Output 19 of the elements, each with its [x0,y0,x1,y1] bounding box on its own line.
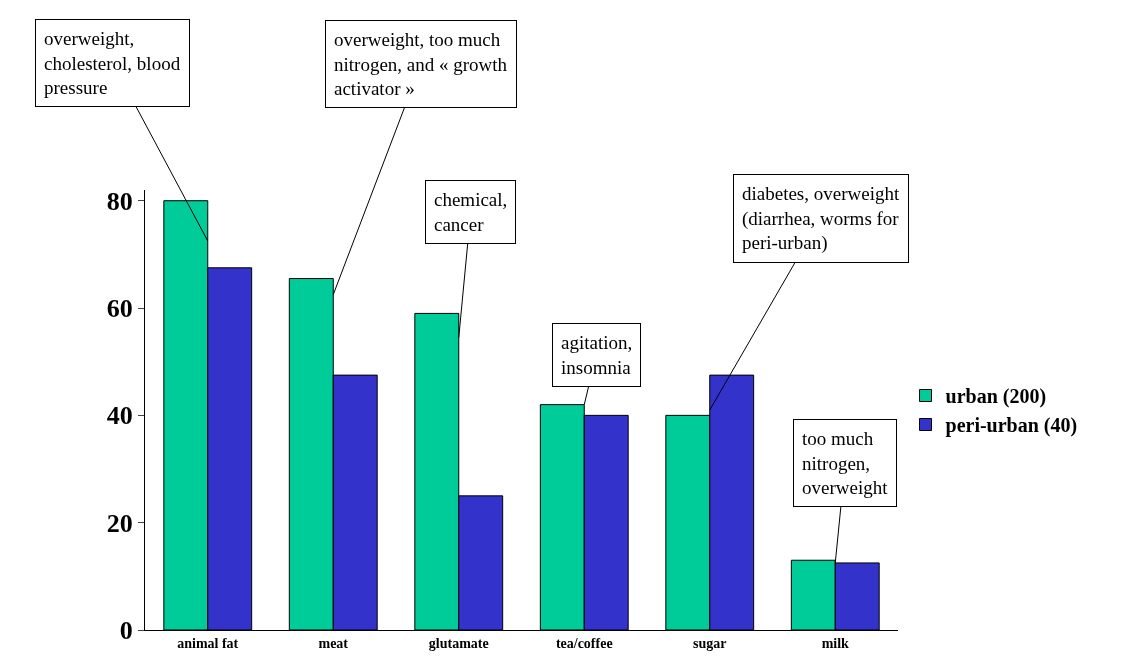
x-tick-label: animal fat [177,635,239,651]
legend-label: urban (200) [945,385,1047,409]
x-tick-label: tea/coffee [555,635,613,651]
annotation: agitation, insomnia [561,332,633,378]
x-tick-label: milk [821,635,850,651]
y-tick-label: 0 [119,616,133,646]
x-tick-label: meat [318,635,349,651]
legend-label: peri-urban (40) [945,414,1078,438]
x-tick-label: glutamate [428,635,489,651]
annotation: overweight, too much nitrogen, and « growth activator » [334,29,508,100]
annotation: chemical, cancer [434,189,508,235]
y-tick-label: 60 [106,294,133,324]
annotation: overweight, cholesterol, blood pressure [44,28,181,99]
x-tick-label: sugar [693,635,727,651]
annotation: diabetes, overweight (diarrhea, worms for peri-urban) [742,183,900,255]
y-tick-label: 80 [106,186,133,216]
annotation: too much nitrogen, overweight [802,428,889,499]
y-tick-label: 40 [106,401,133,431]
y-tick-label: 20 [106,508,133,538]
